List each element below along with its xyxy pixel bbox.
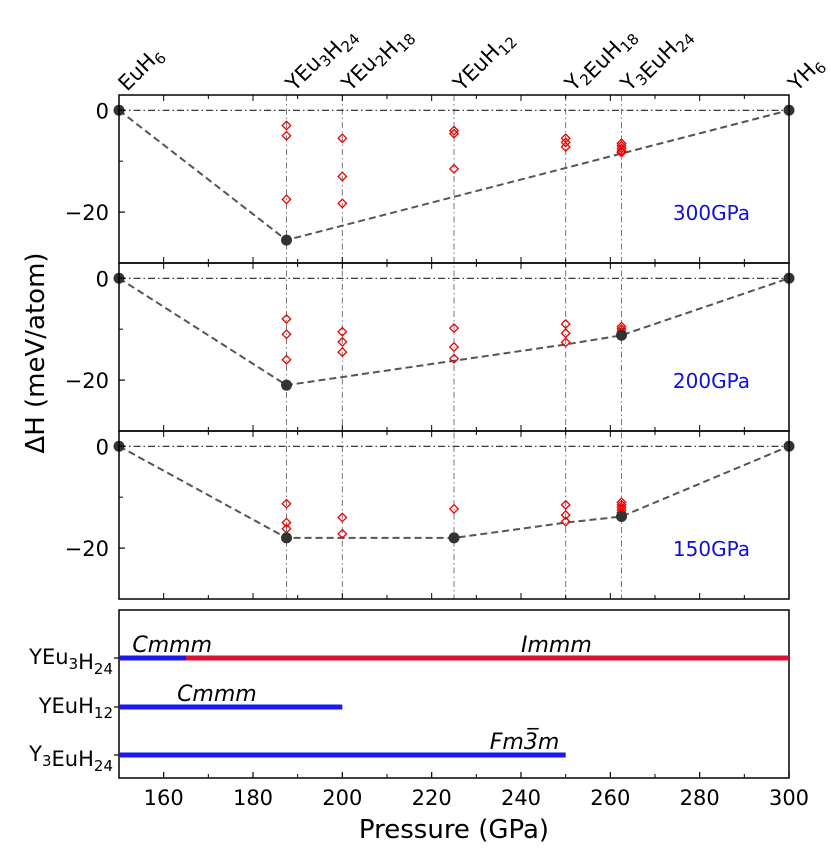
metastable-point (281, 517, 292, 528)
y-axis-title-group: ΔH (meV/atom) (21, 252, 51, 453)
y-tick-label: 0 (96, 435, 109, 459)
stable-point (616, 511, 627, 523)
x-tick-label: 260 (590, 786, 630, 810)
y-axis-title: ΔH (meV/atom) (21, 252, 51, 453)
phase-label: Cmmm (132, 633, 212, 658)
metastable-point (337, 512, 348, 523)
metastable-point (560, 337, 571, 348)
metastable-point (560, 509, 571, 521)
y-tick-label: −20 (65, 369, 109, 393)
metastable-point (616, 145, 627, 157)
stable-point (281, 379, 292, 391)
metastable-point (281, 130, 292, 141)
y-tick-label: −20 (65, 537, 109, 561)
metastable-point (448, 128, 460, 139)
panel-150GPa: 0 −20 150GPa (65, 430, 795, 600)
pressure-label: 150GPa (673, 537, 750, 561)
x-tick-label: 200 (322, 786, 362, 810)
metastable-point (281, 354, 292, 365)
x-tick-label: 220 (412, 786, 452, 810)
pressure-label: 300GPa (673, 201, 750, 225)
phase-label: Immm (521, 633, 592, 658)
y-tick-label: 0 (96, 267, 109, 291)
stable-point (616, 329, 627, 341)
row-label: Y3EuH24 (28, 742, 113, 775)
metastable-point (337, 326, 348, 337)
metastable-point (448, 323, 460, 334)
x-tick-label: 280 (680, 786, 720, 810)
x-tick-label: 300 (769, 786, 809, 810)
metastable-point (337, 171, 348, 182)
x-tick-label: 180 (233, 786, 273, 810)
metastable-point (281, 120, 292, 131)
stable-point (281, 532, 292, 544)
composition-label: YH6 (783, 52, 830, 99)
stable-point (448, 532, 460, 544)
metastable-point (448, 125, 460, 136)
composition-labels: EuH6YEu3H24YEu2H18YEuH12Y2EuH18Y3EuH24YH… (114, 26, 831, 99)
metastable-point (448, 503, 460, 515)
metastable-point (337, 133, 348, 144)
panel-300GPa: 0 −20 300GPa (65, 94, 795, 264)
row-label: YEuH12 (38, 694, 113, 722)
metastable-point (616, 140, 627, 152)
metastable-point (560, 141, 571, 153)
metastable-point (448, 341, 460, 353)
x-tick-label: 240 (501, 786, 541, 810)
panel-frame (118, 430, 790, 600)
metastable-point (281, 194, 292, 205)
metastable-point (281, 498, 292, 509)
row-label: YEu3H24 (28, 645, 113, 678)
enthalpy-panels: 0 −20 300GPa 0 −20 200GPa 0 −20 150GPa (65, 94, 795, 600)
metastable-point (560, 499, 571, 510)
metastable-point (337, 528, 348, 539)
bar-panel-frame (118, 609, 790, 779)
x-tick-label: 160 (144, 786, 184, 810)
metastable-point (337, 346, 348, 358)
panel-200GPa: 0 −20 200GPa (65, 262, 795, 432)
metastable-point (281, 329, 292, 340)
phase-label: Fm3̅m (490, 728, 560, 755)
metastable-point (616, 143, 627, 154)
metastable-point (560, 137, 571, 148)
metastable-point (337, 336, 348, 348)
phase-label: Cmmm (177, 682, 257, 707)
metastable-point (281, 313, 292, 325)
pressure-label: 200GPa (673, 369, 750, 393)
composition-label: YEuH12 (448, 26, 521, 99)
stable-point (281, 234, 292, 246)
metastable-point (616, 147, 627, 158)
convex-hull-line (118, 277, 790, 387)
y-tick-label: −20 (65, 201, 109, 225)
x-axis-title: Pressure (GPa) (359, 815, 549, 845)
convex-hull-line (118, 445, 790, 539)
composition-guides (286, 95, 622, 599)
y-tick-label: 0 (96, 99, 109, 123)
composition-label: EuH6 (114, 42, 171, 99)
metastable-point (337, 198, 348, 209)
phase-bar-panel: Cmmm Immm YEu3H24 Cmmm YEuH12 Fm3̅m Y3EuH24 160… (28, 609, 809, 845)
metastable-point (448, 353, 460, 364)
metastable-point (448, 163, 460, 174)
metastable-point (560, 516, 571, 527)
